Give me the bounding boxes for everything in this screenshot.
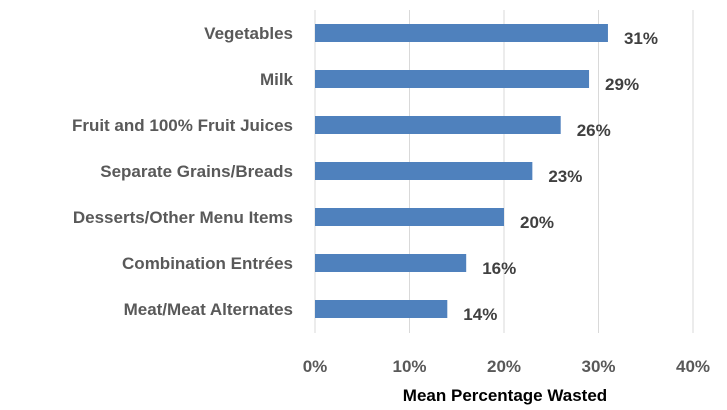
- bar: [315, 116, 561, 134]
- bar: [315, 24, 608, 42]
- data-label: 31%: [624, 29, 658, 48]
- bar: [315, 70, 590, 88]
- data-label: 29%: [605, 75, 639, 94]
- category-label: Vegetables: [204, 24, 293, 43]
- bar: [315, 254, 467, 272]
- data-label: 16%: [482, 259, 516, 278]
- category-label: Milk: [260, 70, 294, 89]
- category-label: Combination Entrées: [122, 254, 293, 273]
- bar: [315, 300, 448, 318]
- x-tick-label: 0%: [303, 357, 328, 376]
- category-label: Fruit and 100% Fruit Juices: [72, 116, 293, 135]
- category-label: Separate Grains/Breads: [100, 162, 293, 181]
- x-tick-label: 30%: [581, 357, 615, 376]
- bar: [315, 162, 533, 180]
- data-label: 20%: [520, 213, 554, 232]
- data-labels: 31% 29% 26% 23% 20% 16% 14%: [463, 29, 658, 324]
- bar: [315, 208, 504, 226]
- bars: [315, 24, 608, 318]
- category-label: Meat/Meat Alternates: [124, 300, 293, 319]
- data-label: 14%: [463, 305, 497, 324]
- data-label: 23%: [548, 167, 582, 186]
- x-tick-label: 10%: [392, 357, 426, 376]
- data-label: 26%: [577, 121, 611, 140]
- category-labels: Vegetables Milk Fruit and 100% Fruit Juice…: [72, 24, 294, 319]
- x-axis-title: Mean Percentage Wasted: [403, 386, 607, 405]
- x-tick-labels: 0% 10% 20% 30% 40%: [303, 357, 710, 376]
- x-tick-label: 40%: [676, 357, 710, 376]
- category-label: Desserts/Other Menu Items: [73, 208, 293, 227]
- x-tick-label: 20%: [487, 357, 521, 376]
